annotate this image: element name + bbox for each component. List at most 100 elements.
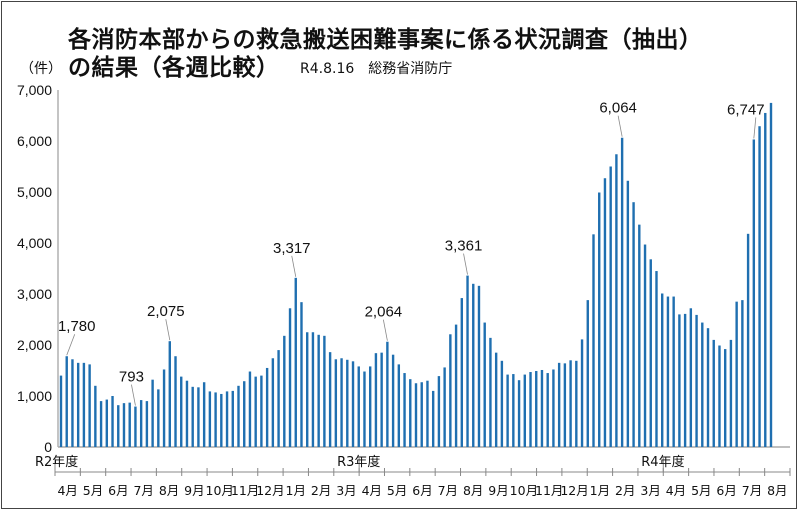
- data-label: 6,064: [599, 100, 637, 117]
- bar: [243, 381, 246, 447]
- y-tick-label: 7,000: [17, 82, 52, 98]
- bar: [122, 403, 126, 447]
- bar: [466, 275, 469, 447]
- bar: [506, 374, 509, 447]
- data-label: 793: [119, 369, 144, 386]
- bar: [225, 391, 229, 447]
- bar: [695, 314, 698, 447]
- bar: [649, 259, 652, 447]
- y-tick-label: 1,000: [17, 388, 52, 404]
- bar: [632, 202, 635, 447]
- bar: [231, 390, 234, 447]
- bar: [741, 300, 744, 447]
- bar: [403, 373, 406, 447]
- annotation-leader-line: [131, 384, 136, 406]
- data-label: 3,317: [273, 240, 311, 257]
- bar: [99, 401, 103, 447]
- month-label: 5月: [387, 483, 407, 498]
- bar: [283, 335, 286, 447]
- source-note: R4.8.16 総務省消防庁: [300, 61, 453, 77]
- bar: [260, 375, 263, 447]
- bar: [368, 366, 372, 447]
- bar: [764, 112, 767, 447]
- bar: [563, 363, 567, 447]
- bar: [666, 296, 670, 447]
- fiscal-year-label: R4年度: [641, 454, 684, 470]
- month-label: 1月: [286, 483, 306, 498]
- bar: [271, 358, 275, 447]
- month-label: 3月: [336, 483, 356, 498]
- bar: [111, 396, 114, 447]
- month-label: 2月: [311, 483, 331, 498]
- chart-title-line2: の結果（各週比較）: [68, 55, 280, 81]
- data-label: 3,361: [445, 238, 483, 255]
- bar: [512, 374, 515, 447]
- bar: [769, 102, 773, 447]
- bar: [443, 367, 446, 447]
- bar: [592, 234, 595, 447]
- bar: [701, 322, 704, 447]
- annotation-leader-line: [66, 334, 76, 356]
- bar: [598, 192, 601, 447]
- fiscal-year-label: R2年度: [35, 454, 78, 470]
- bar: [540, 369, 544, 447]
- bar: [180, 376, 183, 447]
- bar: [82, 362, 86, 447]
- bar: [380, 352, 383, 447]
- month-label: 11月: [535, 483, 563, 498]
- bar: [265, 367, 269, 447]
- bar: [162, 369, 166, 447]
- bar: [586, 300, 589, 447]
- bar: [489, 337, 492, 447]
- bar: [128, 402, 131, 447]
- bar: [145, 401, 149, 447]
- annotation-leader-line: [291, 255, 297, 277]
- month-label: 4月: [362, 483, 382, 498]
- bar: [483, 322, 486, 447]
- bar: [220, 393, 223, 447]
- bar: [643, 244, 647, 447]
- bar: [460, 298, 464, 447]
- bar: [237, 385, 240, 447]
- bar: [575, 360, 578, 447]
- data-label: 6,747: [727, 101, 765, 118]
- bar: [746, 233, 750, 447]
- bar: [357, 366, 360, 447]
- month-label: 10月: [510, 483, 538, 498]
- bar: [386, 341, 389, 447]
- month-label: 6月: [716, 483, 736, 498]
- bar: [678, 314, 681, 447]
- bar: [723, 349, 727, 447]
- bar: [414, 383, 418, 447]
- bar: [409, 379, 412, 447]
- month-label: 12月: [560, 483, 588, 498]
- bar: [323, 335, 326, 447]
- y-axis-unit: （件）: [20, 61, 62, 77]
- bar: [569, 360, 572, 447]
- month-label: 4月: [57, 483, 77, 498]
- bar: [661, 293, 664, 447]
- bar: [197, 387, 200, 447]
- y-tick-label: 6,000: [17, 133, 52, 149]
- bar: [626, 180, 630, 447]
- bar: [609, 166, 612, 447]
- bar: [729, 339, 733, 447]
- bar: [363, 371, 366, 447]
- bar: [494, 352, 498, 447]
- bar: [94, 385, 97, 447]
- month-label: 5月: [83, 483, 103, 498]
- bar: [288, 308, 292, 447]
- bar: [620, 137, 624, 447]
- bar: [758, 126, 761, 448]
- month-label: 2月: [615, 483, 635, 498]
- bar: [306, 332, 309, 447]
- bar: [397, 364, 401, 447]
- annotation-leader-line: [382, 319, 388, 341]
- bar: [157, 389, 160, 447]
- bar: [706, 328, 710, 447]
- bar: [300, 302, 303, 447]
- bar: [477, 285, 481, 447]
- month-label: 9月: [184, 483, 204, 498]
- bar: [294, 277, 297, 447]
